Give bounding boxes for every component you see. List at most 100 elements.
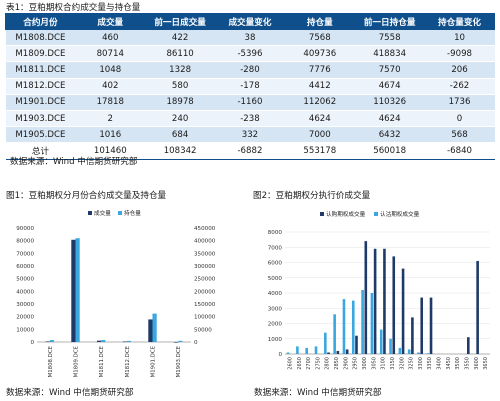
cell-total-oi-change: -6840	[424, 142, 495, 160]
figure2-bars	[286, 241, 479, 354]
cell-volume-change: -178	[215, 78, 285, 95]
y-right-tick-label: 50000	[194, 327, 212, 333]
table-row: M1812.DCE 402 580 -178 4412 4674 -262	[5, 78, 495, 95]
bar-volume	[173, 341, 179, 343]
bar-open-interest	[178, 340, 183, 342]
cell-prev-open-interest: 7570	[354, 61, 425, 79]
header-contract-month: 合约月份	[5, 13, 76, 30]
y-left-tick-label: 70000	[16, 251, 34, 257]
bar-put-volume	[426, 353, 430, 354]
cell-contract: M1812.DCE	[5, 78, 76, 95]
figure1-chart: 0 10000 20000 30000 40000 50000 60000 70000 8000…	[4, 203, 244, 378]
y-right-tick-label: 400000	[194, 239, 216, 245]
x-tick-label: 2700	[306, 357, 312, 370]
bar-volume	[71, 239, 76, 342]
cell-open-interest: 4624	[284, 110, 355, 128]
bar-put-volume	[314, 346, 318, 354]
cell-volume-change: -238	[215, 110, 285, 128]
bar-volume	[122, 341, 127, 343]
cell-oi-change: 10	[424, 29, 495, 47]
bar-put-volume	[324, 332, 327, 354]
y-tick-label: 7000	[268, 245, 283, 251]
volume-oi-table: 合约月份 成交量 前一日成交量 成交量变化 持仓量 前一日持仓量 持仓量变化 M…	[5, 13, 495, 160]
bar-call-volume	[420, 297, 424, 354]
bar-open-interest	[101, 340, 106, 342]
x-tick-label: 3250	[409, 357, 415, 370]
bar-call-volume	[467, 337, 470, 354]
bar-volume	[45, 341, 50, 343]
table-row: M1809.DCE 80714 86110 -5396 409736 41883…	[5, 45, 495, 63]
figure2-chart: 0 1000 2000 3000 4000 5000 6000 7000 8000 2600 265…	[252, 203, 497, 378]
cell-volume-change: -1160	[215, 94, 285, 111]
y-right-tick-label: 300000	[194, 264, 216, 270]
bar-put-volume	[296, 346, 299, 354]
cell-open-interest: 112062	[284, 94, 355, 111]
bar-open-interest	[49, 340, 55, 342]
bar-call-volume	[336, 350, 340, 354]
cell-open-interest: 7776	[284, 61, 355, 79]
cell-volume-change: -5396	[215, 45, 285, 63]
cell-prev-open-interest: 110326	[354, 94, 425, 111]
x-tick-label: 3350	[427, 357, 433, 370]
cell-prev-volume: 580	[145, 78, 216, 95]
cell-volume: 1016	[75, 126, 146, 144]
x-tick-label: 3100	[381, 357, 387, 370]
cell-volume-change: 38	[215, 29, 285, 47]
y-tick-label: 3000	[268, 306, 283, 312]
y-left-tick-label: 20000	[16, 315, 34, 321]
legend-swatch-call	[320, 212, 324, 216]
table-row: M1808.DCE 460 422 38 7568 7558 10	[5, 29, 495, 47]
figure1-svg: 0 10000 20000 30000 40000 50000 60000 70000 8000…	[16, 209, 216, 377]
x-tick-label: M1811.DCE	[99, 345, 105, 377]
x-tick-label: 3650	[483, 357, 489, 370]
bar-open-interest	[126, 340, 132, 342]
bar-put-volume	[351, 300, 355, 354]
x-tick-label: 2600	[287, 357, 293, 370]
figure1-legend: 成交量 持仓量	[88, 209, 141, 217]
table1-source: 数据来源：Wind 中信期货研究部	[10, 157, 138, 167]
cell-prev-volume: 18978	[145, 94, 216, 111]
cell-total-prev-volume: 108342	[145, 142, 216, 160]
header-volume-change: 成交量变化	[214, 13, 286, 30]
x-tick-label: 2900	[343, 357, 349, 370]
y-left-tick-label: 50000	[16, 277, 34, 283]
figure1-source: 数据来源：Wind 中信期货研究部	[6, 388, 134, 398]
x-tick-label: 3400	[437, 357, 443, 370]
y-left-tick-label: 90000	[16, 226, 34, 232]
y-tick-label: 1000	[268, 337, 283, 343]
cell-volume-change: -280	[215, 61, 285, 79]
header-prev-open-interest: 前一日持仓量	[354, 13, 426, 30]
table-total-row: 总计 101460 108342 -6882 553178 560018 -68…	[5, 142, 495, 160]
cell-contract: M1901.DCE	[5, 94, 76, 111]
cell-volume: 80714	[75, 45, 146, 63]
bar-call-volume	[411, 317, 414, 354]
cell-volume: 2	[75, 110, 146, 128]
legend-label-put: 认沽期权成交量	[380, 210, 420, 218]
cell-oi-change: 0	[424, 110, 495, 128]
bar-call-volume	[355, 335, 358, 354]
x-tick-label: 2800	[325, 357, 331, 370]
bar-put-volume	[417, 352, 420, 354]
figure2-svg: 0 1000 2000 3000 4000 5000 6000 7000 8000 2600 265…	[268, 210, 490, 370]
header-open-interest: 持仓量	[284, 13, 356, 30]
cell-open-interest: 7568	[284, 29, 355, 47]
y-tick-label: 2000	[268, 322, 283, 328]
x-tick-label: M1901.DCE	[151, 345, 157, 377]
header-oi-change: 持仓量变化	[424, 13, 495, 30]
y-right-tick-label: 450000	[194, 226, 216, 232]
bar-call-volume	[392, 256, 396, 354]
y-right-tick-label: 0	[194, 340, 198, 346]
legend-label-call: 认购期权成交量	[326, 210, 366, 218]
x-tick-label: M1903.DCE	[176, 345, 182, 377]
cell-total-volume-change: -6882	[215, 142, 285, 160]
cell-volume: 402	[75, 78, 146, 95]
bar-put-volume	[398, 347, 402, 354]
table1-caption: 表1：豆粕期权合约成交量与持仓量	[6, 3, 141, 13]
cell-contract: M1905.DCE	[5, 126, 76, 144]
cell-open-interest: 409736	[284, 45, 355, 63]
y-left-tick-label: 60000	[16, 264, 34, 270]
figure2-gridlines	[285, 231, 490, 355]
cell-volume-change: 332	[215, 126, 285, 144]
cell-total-open-interest: 553178	[284, 142, 355, 160]
bar-put-volume	[342, 299, 346, 354]
